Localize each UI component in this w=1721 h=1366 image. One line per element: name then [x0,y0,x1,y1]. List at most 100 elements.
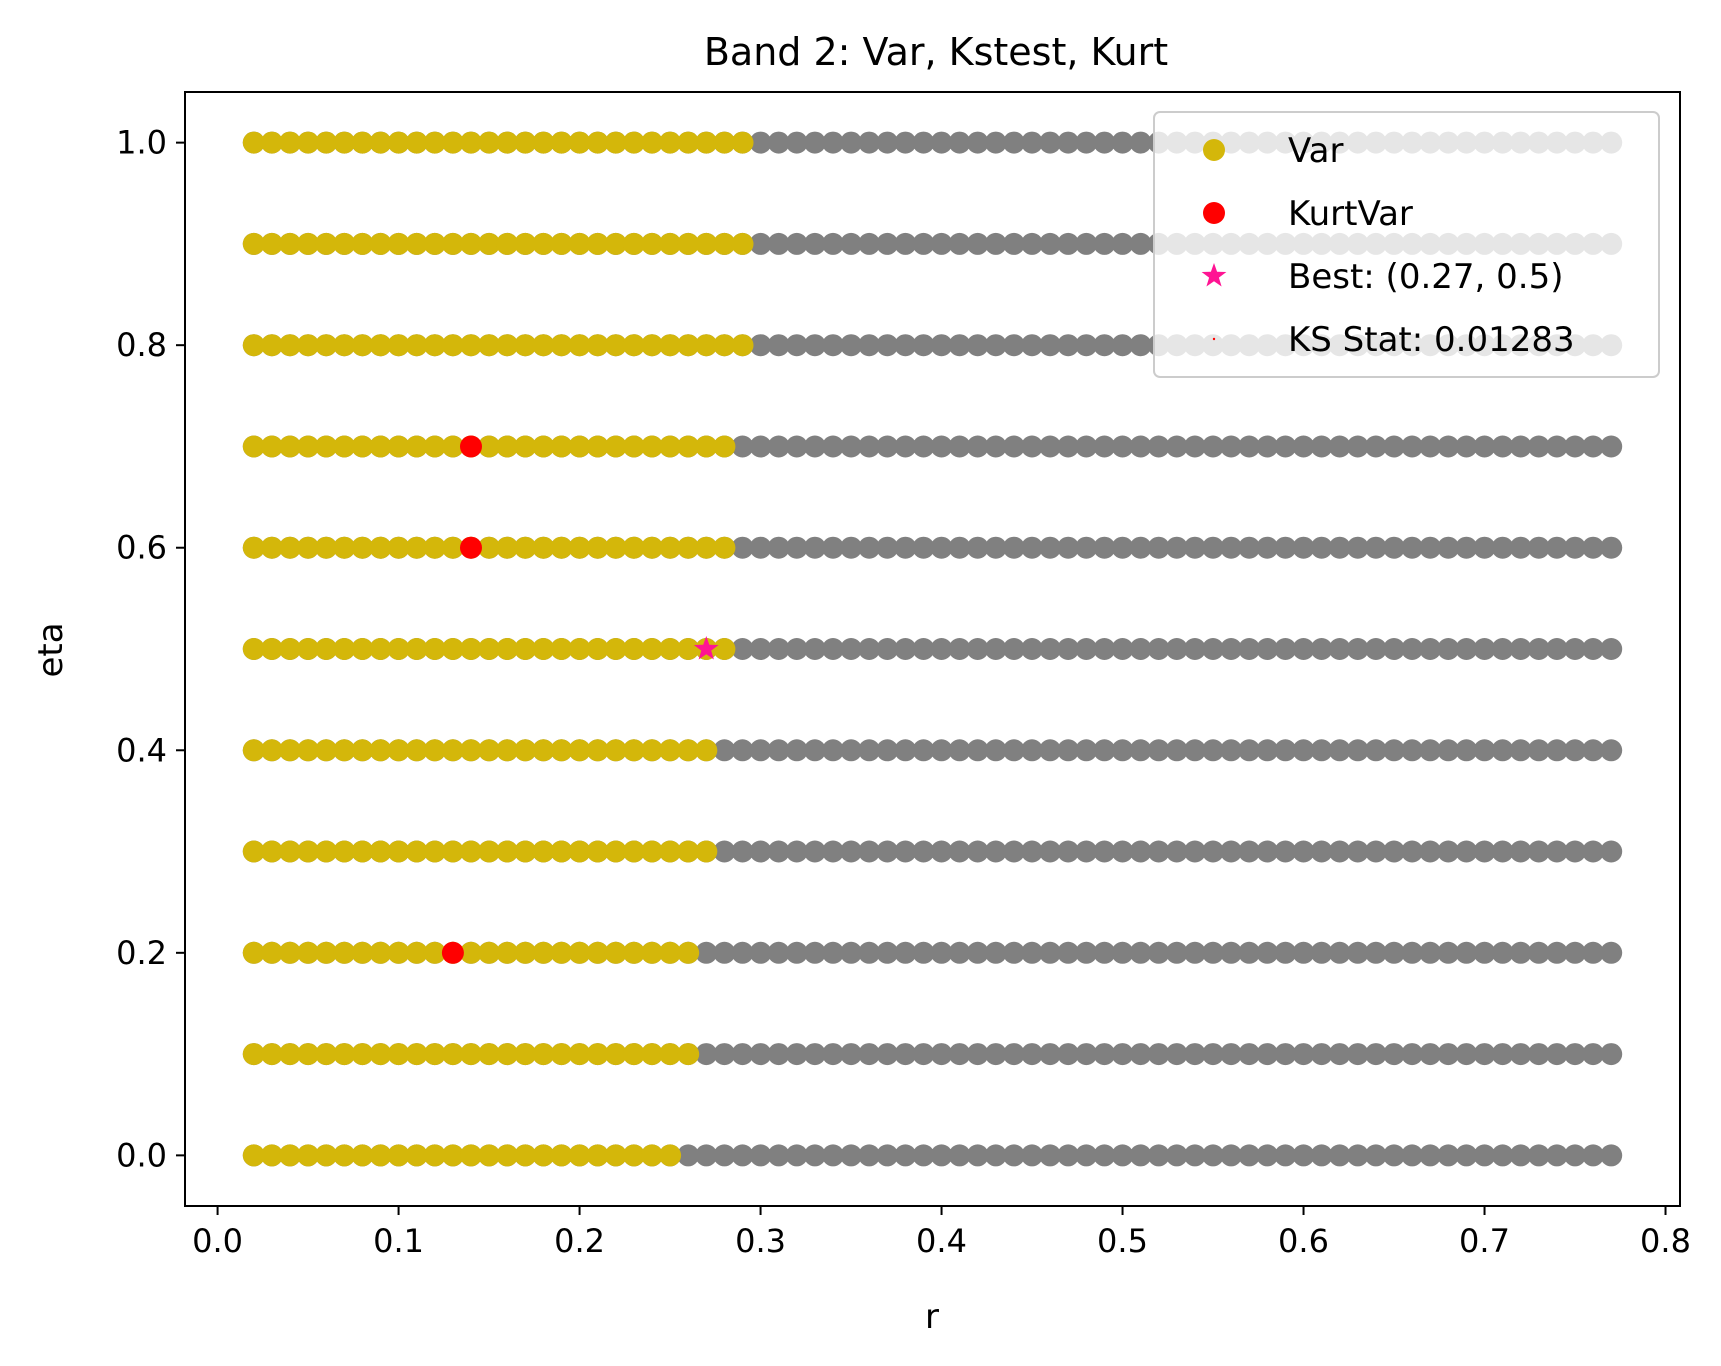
y-tick-label: 0.8 [116,326,167,364]
grid-point [948,638,971,660]
var-point [242,232,265,255]
var-point [550,1043,573,1066]
var-point [423,1144,446,1167]
var-point [622,232,645,255]
var-point [405,232,428,255]
var-point [532,131,555,154]
grid-point [785,435,808,458]
grid-point [1419,1043,1442,1066]
var-point [677,435,700,458]
grid-point [731,536,754,559]
grid-point [876,941,899,964]
grid-point [785,638,808,660]
var-point [242,131,265,154]
grid-point [1509,638,1532,660]
var-point [677,638,700,660]
grid-point [1527,536,1550,559]
grid-point [1274,941,1297,964]
var-point [441,536,464,559]
grid-point [1564,1144,1586,1167]
grid-point [803,840,826,863]
grid-point [876,334,899,357]
var-point [677,941,700,964]
grid-point [803,232,826,255]
grid-point [1509,1144,1532,1167]
grid-point [1256,536,1279,559]
grid-point [912,840,935,863]
legend: Var KurtVar Best: (0.27, 0.5) KS Stat: 0.01… [1153,111,1660,378]
y-tick-label: 1.0 [116,124,167,162]
grid-point [695,1043,718,1066]
var-point [641,131,663,154]
var-point [333,638,356,660]
grid-point [1165,435,1188,458]
grid-point [966,131,989,154]
grid-point [1256,1043,1279,1066]
y-tick-label: 0.0 [116,1136,167,1174]
var-point [550,435,573,458]
grid-point [840,840,863,863]
grid-point [1002,131,1025,154]
grid-point [912,536,935,559]
axis-ticks: 0.0 0.1 0.2 0.3 0.4 0.5 0.6 0.7 0.8 0.0 0.2 0.4 0.6 0… [116,124,1691,1260]
grid-point [1111,638,1134,660]
grid-point [966,739,989,762]
var-point [460,334,482,357]
grid-point [1364,739,1387,762]
grid-point [1292,638,1315,660]
grid-point [1401,739,1424,762]
grid-point [1564,840,1586,863]
grid-point [1473,1144,1496,1167]
grid-point [1527,638,1550,660]
grid-point [1600,739,1623,762]
grid-point [858,232,881,255]
grid-point [876,1144,899,1167]
grid-point [1437,638,1460,660]
var-point [279,739,301,762]
grid-point [858,131,881,154]
var-point [333,1043,356,1066]
var-point [478,232,501,255]
var-point [260,536,283,559]
grid-point [966,1144,989,1167]
var-point [441,1144,464,1167]
grid-point [966,232,989,255]
var-point [260,739,283,762]
var-point [423,131,446,154]
grid-point [858,1043,881,1066]
var-point [478,1144,501,1167]
grid-point [785,1043,808,1066]
grid-point [1346,840,1369,863]
grid-point [822,1043,844,1066]
var-point [242,536,265,559]
grid-point [1256,638,1279,660]
var-point [478,131,501,154]
grid-point [1057,739,1080,762]
grid-point [1039,334,1062,357]
var-point [622,1043,645,1066]
grid-point [1075,1043,1098,1066]
var-point [260,334,283,357]
grid-point [1509,840,1532,863]
grid-point [1039,435,1062,458]
grid-point [984,739,1007,762]
grid-point [1202,435,1224,458]
var-point [279,941,301,964]
grid-point [1383,435,1405,458]
grid-point [894,739,917,762]
grid-point [803,1043,826,1066]
x-tick-label: 0.6 [1278,1222,1329,1260]
var-point [478,941,501,964]
var-point [514,1043,537,1066]
var-point [315,840,338,863]
var-point [586,334,609,357]
grid-point [1238,941,1261,964]
var-point [550,739,573,762]
var-point [568,1144,591,1167]
grid-point [1419,840,1442,863]
var-point [659,1144,682,1167]
grid-point [930,334,953,357]
var-point [315,232,338,255]
var-point [532,536,555,559]
var-point [659,941,682,964]
